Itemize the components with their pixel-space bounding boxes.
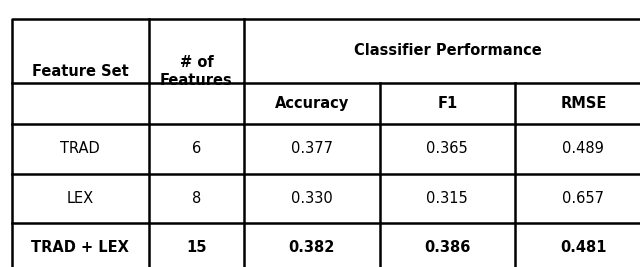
- Text: LEX: LEX: [67, 191, 94, 206]
- Text: TRAD + LEX: TRAD + LEX: [31, 240, 129, 255]
- Text: 0.315: 0.315: [426, 191, 468, 206]
- Text: 0.657: 0.657: [563, 191, 604, 206]
- Text: Classifier Performance: Classifier Performance: [354, 43, 541, 58]
- Text: 15: 15: [186, 240, 207, 255]
- Text: Accuracy: Accuracy: [275, 96, 349, 111]
- Text: 0.382: 0.382: [289, 240, 335, 255]
- Text: 0.365: 0.365: [426, 141, 468, 156]
- Text: 0.489: 0.489: [563, 141, 604, 156]
- Text: 0.481: 0.481: [560, 240, 607, 255]
- Text: Feature Set: Feature Set: [32, 64, 129, 79]
- Text: 6: 6: [192, 141, 201, 156]
- Text: 8: 8: [192, 191, 201, 206]
- Text: TRAD: TRAD: [60, 141, 100, 156]
- Text: 0.330: 0.330: [291, 191, 333, 206]
- Text: RMSE: RMSE: [560, 96, 607, 111]
- Text: # of
Features: # of Features: [160, 55, 233, 88]
- Text: 0.377: 0.377: [291, 141, 333, 156]
- Text: F1: F1: [437, 96, 458, 111]
- Text: 0.386: 0.386: [424, 240, 470, 255]
